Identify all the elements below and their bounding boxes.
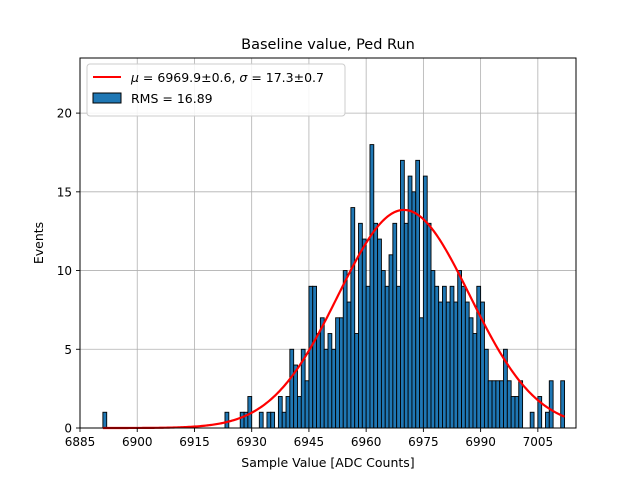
histogram-bar-56 bbox=[461, 285, 466, 429]
histogram-bar-0 bbox=[102, 411, 108, 429]
chart-title: Baseline value, Ped Run bbox=[241, 37, 415, 53]
histogram-bar-11 bbox=[289, 348, 295, 429]
histogram-bar-38 bbox=[392, 222, 398, 429]
histogram-bar-59 bbox=[472, 333, 478, 429]
histogram-bar-40 bbox=[400, 159, 405, 429]
histogram-bar-44 bbox=[415, 159, 421, 429]
histogram-bar-63 bbox=[487, 380, 493, 429]
histogram-bar-33 bbox=[373, 222, 379, 429]
histogram-bar-28 bbox=[354, 333, 359, 429]
x-tick-label-8: 7005 bbox=[523, 435, 554, 449]
histogram-bar-55 bbox=[457, 270, 462, 429]
x-tick-label-7: 6990 bbox=[465, 435, 496, 449]
histogram-bar-42 bbox=[407, 175, 413, 429]
histogram-bar-62 bbox=[483, 348, 489, 429]
histogram-bar-32 bbox=[369, 144, 375, 429]
histogram-bar-13 bbox=[297, 396, 302, 429]
histogram-bar-37 bbox=[388, 254, 394, 429]
histogram-bar-21 bbox=[327, 333, 333, 429]
y-tick-label-1: 5 bbox=[64, 343, 72, 357]
x-axis-label: Sample Value [ADC Counts] bbox=[241, 455, 414, 470]
histogram-bar-15 bbox=[304, 380, 310, 429]
histogram-bar-24 bbox=[338, 317, 344, 429]
y-axis-ticks: 0 5 10 15 20 bbox=[57, 107, 80, 436]
histogram-bar-47 bbox=[426, 222, 432, 429]
histogram-bar-7 bbox=[270, 411, 276, 429]
histogram-bar-20 bbox=[323, 348, 329, 429]
fit-curve-layer bbox=[102, 208, 565, 430]
y-tick-label-3: 15 bbox=[57, 185, 72, 199]
histogram-bar-70 bbox=[514, 396, 520, 429]
histogram-bar-74 bbox=[545, 411, 550, 429]
legend: μ = 6969.9±0.6, σ = 17.3±0.7 RMS = 16.89 bbox=[86, 63, 346, 117]
histogram-bar-54 bbox=[453, 301, 459, 429]
histogram-bar-57 bbox=[464, 301, 470, 429]
histogram-bar-46 bbox=[422, 175, 428, 429]
histogram-bar-50 bbox=[438, 301, 443, 429]
histogram-bar-51 bbox=[442, 285, 447, 429]
histogram-bar-64 bbox=[491, 380, 497, 429]
y-axis-label: Events bbox=[31, 222, 46, 264]
histogram-bar-35 bbox=[380, 270, 386, 429]
histogram-bar-26 bbox=[346, 301, 352, 429]
x-tick-label-5: 6960 bbox=[351, 435, 382, 449]
histogram-bar-1 bbox=[224, 411, 230, 429]
plot-frame bbox=[79, 57, 577, 429]
histogram-bar-8 bbox=[277, 396, 283, 429]
legend-hist-label: RMS = 16.89 bbox=[131, 91, 213, 106]
histogram-bar-27 bbox=[350, 207, 356, 429]
x-axis-ticks: 6885 6900 6915 6930 6945 6960 6975 6990 7005 bbox=[65, 428, 553, 449]
histogram-bar-22 bbox=[331, 348, 337, 429]
histogram-bar-36 bbox=[384, 285, 390, 429]
histogram-bar-75 bbox=[548, 380, 554, 429]
x-tick-label-0: 6885 bbox=[65, 435, 96, 449]
x-tick-label-4: 6945 bbox=[294, 435, 325, 449]
histogram-bar-2 bbox=[239, 411, 245, 429]
histogram-bar-5 bbox=[258, 411, 264, 429]
histogram-bar-16 bbox=[308, 285, 314, 429]
histogram-bar-17 bbox=[312, 285, 318, 429]
histogram-bar-48 bbox=[430, 270, 436, 429]
histogram-bar-52 bbox=[445, 301, 451, 429]
x-tick-label-2: 6915 bbox=[179, 435, 210, 449]
histogram-bar-66 bbox=[499, 380, 504, 429]
histogram-bar-43 bbox=[411, 191, 417, 429]
histogram-bar-9 bbox=[281, 411, 287, 429]
histogram-bar-60 bbox=[476, 285, 482, 429]
histogram-bar-18 bbox=[316, 333, 321, 429]
histogram-bar-19 bbox=[319, 317, 325, 429]
y-tick-label-2: 10 bbox=[57, 264, 72, 278]
x-tick-label-1: 6900 bbox=[122, 435, 153, 449]
histogram-bar-25 bbox=[342, 270, 348, 429]
y-tick-label-4: 20 bbox=[57, 107, 72, 121]
histogram-bar-34 bbox=[377, 238, 382, 429]
x-tick-label-6: 6975 bbox=[408, 435, 439, 449]
histogram-bar-30 bbox=[361, 238, 367, 429]
x-tick-label-3: 6930 bbox=[236, 435, 267, 449]
histogram-bar-39 bbox=[396, 285, 401, 429]
legend-fit-label: μ = 6969.9±0.6, σ = 17.3±0.7 bbox=[130, 70, 324, 85]
y-tick-label-0: 0 bbox=[64, 422, 72, 436]
histogram-bar-53 bbox=[449, 285, 455, 429]
histogram-bar-72 bbox=[529, 411, 535, 429]
histogram-bar-41 bbox=[403, 222, 409, 429]
fit-curve bbox=[102, 208, 565, 430]
histogram-bar-23 bbox=[335, 317, 340, 429]
histogram-bar-76 bbox=[560, 380, 566, 429]
legend-hist-swatch bbox=[92, 92, 122, 104]
histogram-bar-6 bbox=[266, 411, 272, 429]
histogram-bars bbox=[102, 144, 566, 429]
histogram-bar-45 bbox=[419, 317, 424, 429]
histogram-bar-31 bbox=[365, 285, 371, 429]
histogram-bar-69 bbox=[510, 396, 516, 429]
histogram-bar-71 bbox=[518, 380, 524, 429]
histogram-bar-68 bbox=[506, 380, 512, 429]
histogram-bar-65 bbox=[495, 380, 501, 429]
histogram-bar-10 bbox=[285, 396, 291, 429]
histogram-bar-49 bbox=[434, 285, 440, 429]
legend-box bbox=[86, 63, 346, 117]
histogram-bar-58 bbox=[468, 317, 474, 429]
